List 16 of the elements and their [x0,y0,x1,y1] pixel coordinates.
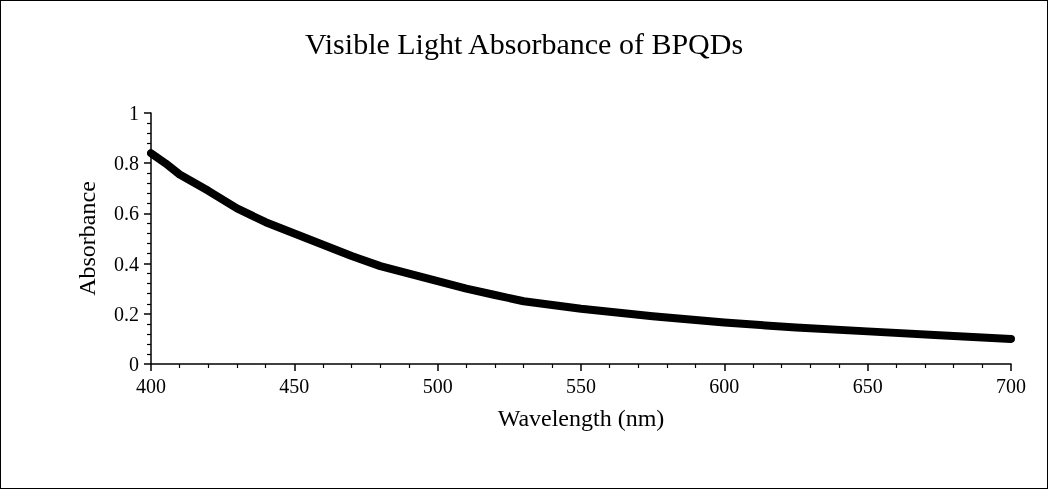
y-tick-label: 0 [129,353,139,375]
x-axis-title: Wavelength (nm) [497,405,665,431]
y-tick-label: 0.2 [114,302,139,325]
chart-title: Visible Light Absorbance of BPQDs [304,26,744,60]
y-tick-label: 0.6 [114,202,139,225]
x-tick-label: 500 [422,375,453,397]
y-tick-label: 1 [129,102,139,124]
y-axis-title: Absorbance [74,181,100,296]
x-tick-label: 700 [996,375,1026,397]
y-tick-label: 0.4 [114,252,139,275]
x-tick-label: 550 [566,375,596,397]
x-tick-label: 600 [709,375,740,397]
y-tick-label: 0.8 [114,152,139,175]
x-tick-label: 650 [852,375,883,397]
x-tick-label: 450 [279,375,310,397]
x-tick-label: 400 [136,375,166,397]
